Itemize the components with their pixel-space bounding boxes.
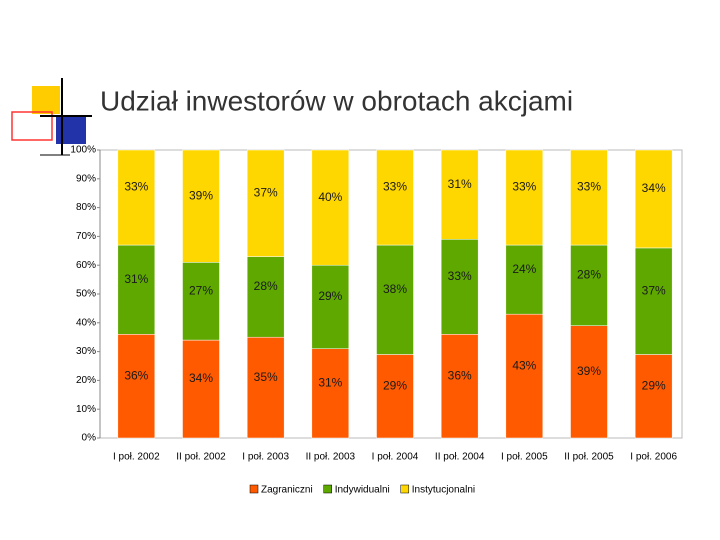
deco-square <box>56 116 86 144</box>
value-label: 33% <box>512 180 536 194</box>
bar-segment <box>570 244 608 326</box>
x-tick-label: I poł. 2003 <box>242 452 289 463</box>
bar-segment <box>117 149 156 246</box>
value-label: 28% <box>577 268 601 282</box>
value-label: 37% <box>642 283 666 297</box>
value-label: 36% <box>124 368 148 382</box>
bar-segment <box>246 149 285 257</box>
value-label: 39% <box>189 188 213 202</box>
x-tick-label: I poł. 2005 <box>501 452 548 463</box>
bar-segment <box>376 244 414 355</box>
bar-segment <box>311 264 350 349</box>
value-label: 36% <box>448 368 472 382</box>
bar-segment <box>505 313 544 439</box>
value-label: 33% <box>577 180 601 194</box>
bar-segment <box>182 149 220 263</box>
bar-segment <box>182 339 220 439</box>
y-tick-label: 90% <box>76 173 96 184</box>
value-label: 31% <box>448 177 472 191</box>
value-label: 34% <box>189 371 213 385</box>
bar-segment <box>440 334 479 439</box>
bar-segment <box>570 325 608 439</box>
x-tick-label: II poł. 2002 <box>176 452 226 463</box>
value-label: 33% <box>124 180 148 194</box>
value-label: 37% <box>254 185 278 199</box>
bar-segment <box>117 244 156 335</box>
value-label: 35% <box>254 370 278 384</box>
bar-segment <box>376 354 414 439</box>
value-label: 39% <box>577 364 601 378</box>
bar-segment <box>182 262 220 341</box>
value-label: 38% <box>383 282 407 296</box>
y-tick-label: 80% <box>76 202 96 213</box>
x-tick-label: I poł. 2004 <box>372 452 419 463</box>
y-tick-label: 70% <box>76 231 96 242</box>
bar-segment <box>440 239 479 335</box>
y-tick-label: 50% <box>76 289 96 300</box>
bar-segment <box>570 149 608 246</box>
bar-segment <box>634 149 673 249</box>
bar-segment <box>634 354 673 439</box>
x-tick-label: I poł. 2006 <box>630 452 677 463</box>
bar-segment <box>311 149 350 266</box>
deco-square <box>32 86 60 114</box>
y-tick-label: 20% <box>76 375 96 386</box>
y-tick-label: 40% <box>76 317 96 328</box>
bar-segment <box>440 149 479 240</box>
y-tick-label: 0% <box>82 433 97 444</box>
legend-swatch <box>323 484 332 494</box>
value-label: 40% <box>318 190 342 204</box>
y-tick-label: 100% <box>70 145 96 156</box>
bar-segment <box>246 336 285 439</box>
value-label: 33% <box>383 180 407 194</box>
bar-segment <box>505 244 544 315</box>
legend-swatch <box>400 484 409 494</box>
value-label: 31% <box>318 376 342 390</box>
value-label: 29% <box>318 289 342 303</box>
x-tick-label: II poł. 2003 <box>306 452 356 463</box>
legend-swatch <box>249 484 259 494</box>
y-tick-label: 60% <box>76 260 96 271</box>
legend-label: Instytucjonalni <box>412 485 475 496</box>
bar-segment <box>634 247 673 355</box>
y-tick-label: 10% <box>76 404 96 415</box>
value-label: 34% <box>642 181 666 195</box>
bar-segment <box>246 256 285 338</box>
value-label: 28% <box>254 279 278 293</box>
bar-segment <box>505 149 544 246</box>
bar-segment <box>117 334 156 439</box>
value-label: 43% <box>512 358 536 372</box>
value-label: 29% <box>642 378 666 392</box>
deco-square <box>11 111 53 141</box>
x-tick-label: II poł. 2004 <box>435 452 485 463</box>
x-tick-label: I poł. 2002 <box>113 452 160 463</box>
chart-title: Udział inwestorów w obrotach akcjami <box>100 85 573 116</box>
y-tick-label: 30% <box>76 346 96 357</box>
bar-segment <box>376 149 414 246</box>
legend-label: Zagraniczni <box>261 485 313 496</box>
x-tick-label: II poł. 2005 <box>564 452 614 463</box>
value-label: 31% <box>124 272 148 286</box>
value-label: 24% <box>512 262 536 276</box>
legend-label: Indywidualni <box>335 485 390 496</box>
decoration <box>11 78 92 156</box>
value-label: 33% <box>448 269 472 283</box>
value-label: 27% <box>189 283 213 297</box>
bar-segment <box>311 348 350 439</box>
value-label: 29% <box>383 378 407 392</box>
